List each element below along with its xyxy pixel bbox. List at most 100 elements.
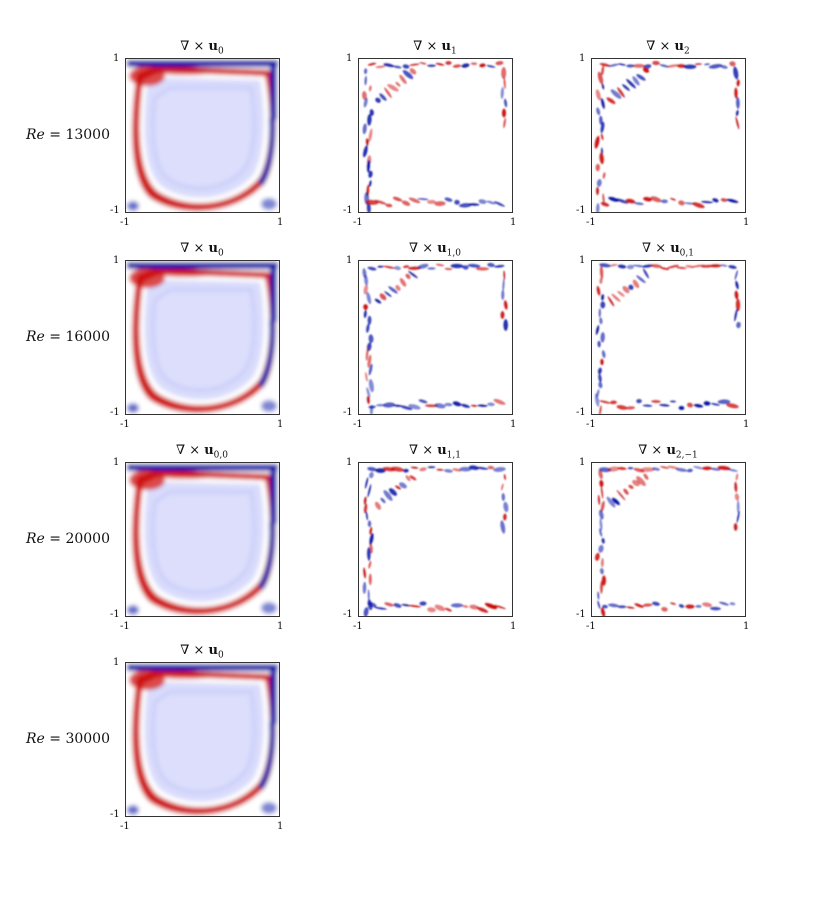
mode-blob (373, 606, 388, 610)
mode-blob (599, 262, 611, 268)
mode-blob (623, 488, 629, 496)
mode-blob (632, 76, 640, 86)
mean-vorticity-plot (125, 662, 280, 817)
mode-blob (364, 477, 369, 489)
mode-blob (601, 537, 606, 544)
velocity-symbol: u (437, 443, 447, 458)
x-tick-min: -1 (586, 419, 596, 430)
mode-blob (367, 62, 377, 66)
velocity-symbol: u (208, 241, 218, 256)
y-tick-max: 1 (113, 657, 120, 668)
mode-blob (609, 263, 618, 267)
mode-blob (659, 403, 670, 407)
mode-blob (607, 296, 615, 307)
mode-blob (626, 606, 635, 610)
mode-blob (384, 602, 394, 607)
mode-blob (368, 363, 373, 376)
mode-blob (733, 308, 738, 322)
plot-frame (358, 260, 513, 415)
reynolds-value: 20000 (65, 530, 110, 547)
mode-blob (599, 317, 603, 325)
mode-blob (426, 64, 437, 68)
mode-blob (388, 286, 398, 294)
mode-blob (720, 264, 728, 267)
mode-blob (642, 404, 653, 408)
reynolds-symbol: Re (25, 530, 45, 547)
mode-blob (369, 526, 373, 535)
mode-blob (736, 500, 740, 514)
mode-blob (611, 497, 621, 506)
mode-blob (632, 63, 646, 68)
mode-blob (426, 199, 437, 205)
mode-blob (462, 604, 469, 609)
mode-blob (365, 138, 369, 146)
mode-blob (726, 403, 739, 409)
y-tick-min: -1 (343, 407, 353, 418)
mode-vorticity-plot (591, 260, 746, 415)
mode-blob (633, 467, 645, 473)
mode-blob (598, 509, 604, 520)
mode-blob (459, 466, 472, 472)
mode-blob (462, 264, 469, 270)
reynolds-symbol: Re (25, 730, 45, 747)
mode-blob (733, 481, 738, 493)
mode-blob (417, 263, 429, 270)
mode-blob (735, 321, 742, 329)
mode-blob (602, 193, 605, 204)
mode-blob (651, 399, 661, 404)
mode-blob (617, 290, 625, 297)
y-tick-min: -1 (343, 609, 353, 620)
mode-blob (401, 200, 411, 207)
mode-blob (736, 510, 740, 524)
mode-blob (361, 90, 367, 101)
mode-index: 2 (683, 46, 690, 57)
mode-blob (500, 66, 507, 80)
mode-blob (492, 604, 507, 610)
mode-blob (597, 340, 602, 348)
mode-blob (469, 604, 479, 610)
mode-blob (374, 501, 382, 510)
mode-blob (600, 293, 605, 301)
mode-blob (500, 86, 505, 100)
reynolds-value: 30000 (65, 730, 110, 747)
mode-field (591, 260, 746, 415)
x-tick-min: -1 (586, 621, 596, 632)
mode-blob (606, 97, 616, 105)
mode-blob (436, 468, 444, 472)
mode-blob (595, 163, 601, 172)
mode-index: 0 (217, 650, 224, 661)
mode-blob (365, 323, 370, 334)
mode-blob (362, 581, 367, 594)
mode-blob (597, 600, 601, 610)
x-tick-max: 1 (510, 419, 517, 430)
mode-blob (685, 264, 695, 269)
mode-blob (729, 602, 736, 606)
mode-blob (461, 63, 470, 69)
mode-blob (595, 89, 601, 101)
velocity-symbol: u (670, 241, 680, 256)
mode-blob (594, 552, 601, 562)
plot-frame (591, 462, 746, 617)
x-tick-max: 1 (277, 419, 284, 430)
mode-blob (500, 520, 506, 534)
velocity-symbol: u (204, 443, 214, 458)
mode-blob (726, 198, 739, 204)
mode-blob (607, 196, 620, 203)
mode-blob (374, 199, 387, 205)
mode-blob (366, 113, 372, 126)
y-tick-max: 1 (579, 457, 586, 468)
mode-blob (383, 62, 395, 68)
mode-index: 2,−1 (675, 450, 698, 461)
equals-sign: = (44, 730, 66, 747)
mode-blob (734, 290, 739, 300)
x-tick-max: 1 (510, 621, 517, 632)
plot-frame (125, 260, 280, 415)
mode-blob (452, 64, 462, 69)
mode-blob (408, 403, 421, 410)
x-tick-max: 1 (510, 217, 517, 228)
mode-blob (379, 93, 387, 102)
mode-blob (470, 404, 478, 408)
mode-blob (444, 197, 453, 202)
x-tick-max: 1 (277, 821, 284, 832)
mean-vorticity-plot (125, 260, 280, 415)
